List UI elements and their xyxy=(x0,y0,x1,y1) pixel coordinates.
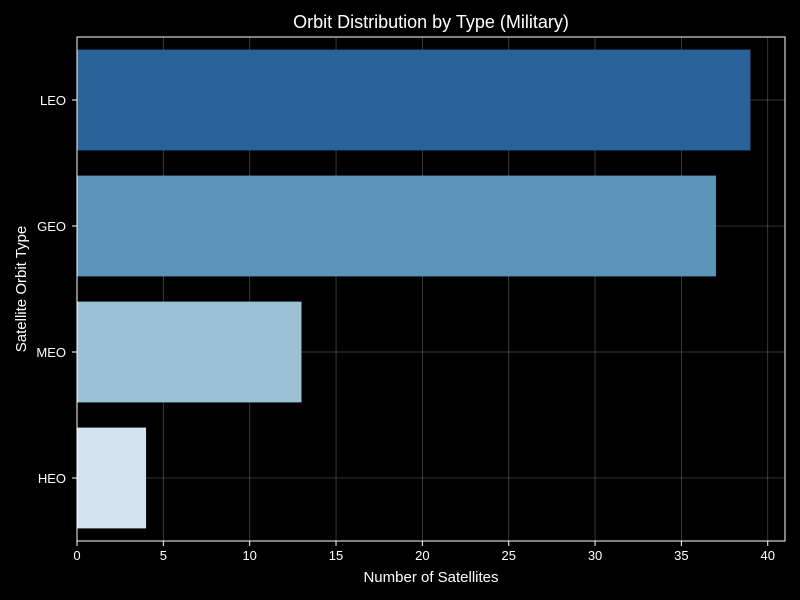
plot-frame xyxy=(76,36,786,542)
y-tick-label-meo: MEO xyxy=(36,345,66,360)
x-tick-label: 10 xyxy=(242,548,256,563)
x-tick-label: 5 xyxy=(160,548,167,563)
y-axis-label: Satellite Orbit Type xyxy=(13,226,30,352)
x-tick-label: 15 xyxy=(329,548,343,563)
ticks: 0 5 10 15 20 25 30 35 40 LEO GEO MEO HEO xyxy=(36,93,775,563)
axes xyxy=(76,36,786,542)
x-tick-label: 20 xyxy=(415,548,429,563)
bar-meo xyxy=(77,301,302,403)
x-tick-label: 25 xyxy=(501,548,515,563)
x-tick-label: 35 xyxy=(674,548,688,563)
x-tick-label: 30 xyxy=(588,548,602,563)
bar-leo xyxy=(77,49,751,151)
chart-title: Orbit Distribution by Type (Military) xyxy=(293,12,569,32)
bar-geo xyxy=(77,175,716,277)
bars xyxy=(77,49,751,529)
y-tick-label-heo: HEO xyxy=(38,471,66,486)
x-tick-label: 40 xyxy=(760,548,774,563)
x-tick-label: 0 xyxy=(73,548,80,563)
bar-heo xyxy=(77,427,147,529)
x-axis-label: Number of Satellites xyxy=(363,569,498,586)
y-tick-label-geo: GEO xyxy=(37,219,66,234)
y-tick-label-leo: LEO xyxy=(40,93,66,108)
